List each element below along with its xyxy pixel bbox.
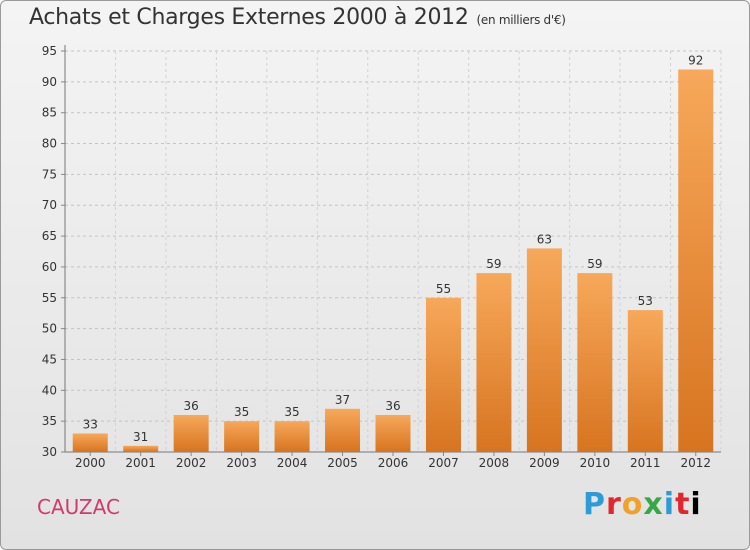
proxiti-logo: Proxiti bbox=[583, 487, 702, 522]
x-tick-label: 2004 bbox=[277, 456, 308, 470]
y-tick-label: 35 bbox=[42, 414, 57, 428]
x-tick-label: 2011 bbox=[630, 456, 661, 470]
y-tick-label: 65 bbox=[42, 229, 57, 243]
y-tick-label: 90 bbox=[42, 75, 57, 89]
logo-letter: o bbox=[621, 487, 644, 522]
y-tick-label: 50 bbox=[42, 322, 57, 336]
x-tick-label: 2008 bbox=[479, 456, 510, 470]
bar-value-label: 31 bbox=[133, 430, 148, 444]
bar-value-label: 53 bbox=[638, 294, 653, 308]
bar-value-label: 59 bbox=[486, 257, 501, 271]
bar-value-label: 92 bbox=[688, 54, 703, 68]
y-tick-label: 85 bbox=[42, 106, 57, 120]
logo-letter: x bbox=[643, 487, 664, 522]
x-tick-label: 2006 bbox=[378, 456, 409, 470]
bar bbox=[375, 414, 411, 452]
bar-value-label: 55 bbox=[436, 282, 451, 296]
bar bbox=[627, 310, 663, 452]
y-tick-label: 55 bbox=[42, 291, 57, 305]
x-tick-label: 2002 bbox=[176, 456, 207, 470]
logo-letter: P bbox=[583, 487, 606, 522]
y-tick-label: 60 bbox=[42, 260, 57, 274]
y-tick-label: 45 bbox=[42, 352, 57, 366]
bar bbox=[224, 421, 260, 452]
logo-letter: r bbox=[606, 487, 622, 522]
bar-value-label: 36 bbox=[184, 399, 199, 413]
x-tick-label: 2001 bbox=[125, 456, 156, 470]
x-tick-label: 2003 bbox=[226, 456, 257, 470]
chart-title-text: Achats et Charges Externes 2000 à 2012 bbox=[29, 5, 469, 30]
x-tick-label: 2012 bbox=[680, 456, 711, 470]
bar bbox=[577, 273, 613, 452]
bar-value-label: 63 bbox=[537, 232, 552, 246]
commune-name: CAUZAC bbox=[37, 495, 120, 519]
bar-chart: 30 35 40 45 50 55 60 65 70 75 80 85 90 95 33 2000 31 2001… bbox=[42, 44, 722, 470]
x-tick-label: 2000 bbox=[75, 456, 106, 470]
bar-value-label: 35 bbox=[284, 405, 299, 419]
bar bbox=[274, 421, 310, 452]
y-tick-label: 30 bbox=[42, 445, 57, 459]
bar-value-label: 59 bbox=[587, 257, 602, 271]
bar bbox=[325, 408, 361, 452]
logo-letter: t bbox=[675, 487, 691, 522]
x-tick-label: 2010 bbox=[580, 456, 611, 470]
y-tick-label: 75 bbox=[42, 167, 57, 181]
bar bbox=[123, 445, 159, 452]
bar-value-label: 35 bbox=[234, 405, 249, 419]
y-tick-label: 95 bbox=[42, 44, 57, 58]
chart-subtitle: (en milliers d'€) bbox=[476, 13, 566, 27]
y-tick-label: 70 bbox=[42, 198, 57, 212]
bar bbox=[425, 297, 461, 452]
logo-letter: i bbox=[690, 487, 702, 522]
bar bbox=[72, 433, 108, 452]
y-tick-label: 80 bbox=[42, 137, 57, 151]
bar bbox=[526, 248, 562, 452]
x-tick-label: 2005 bbox=[327, 456, 358, 470]
bar bbox=[678, 69, 714, 452]
chart-title: Achats et Charges Externes 2000 à 2012 (e… bbox=[29, 5, 566, 30]
y-tick-label: 40 bbox=[42, 383, 57, 397]
bar bbox=[476, 273, 512, 452]
x-tick-label: 2007 bbox=[428, 456, 459, 470]
bar-value-label: 37 bbox=[335, 393, 350, 407]
logo-letter: i bbox=[663, 487, 676, 522]
x-tick-label: 2009 bbox=[529, 456, 560, 470]
bar-value-label: 33 bbox=[83, 417, 98, 431]
bar-value-label: 36 bbox=[385, 399, 400, 413]
bar bbox=[173, 414, 209, 452]
